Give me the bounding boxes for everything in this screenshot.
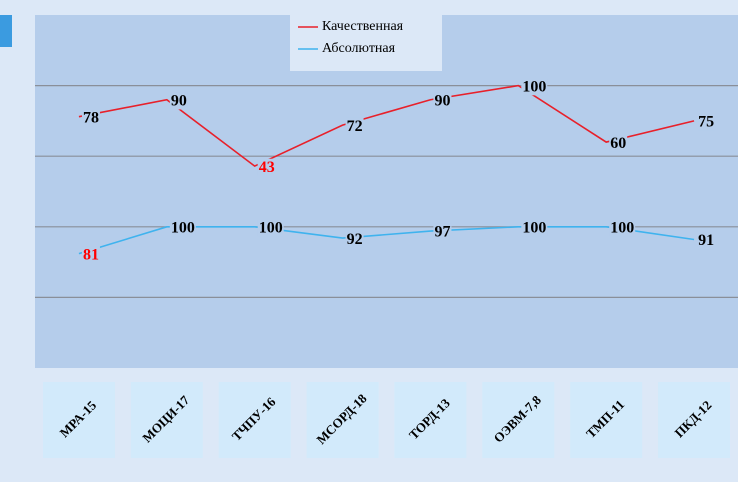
data-label-bg [433, 223, 452, 241]
data-label: 100 [610, 219, 634, 236]
data-label: 100 [171, 219, 195, 236]
category-box [130, 382, 203, 458]
plot-area [35, 15, 738, 368]
data-label: 75 [698, 114, 714, 131]
category-box [482, 382, 555, 458]
data-label: 100 [522, 219, 546, 236]
legend-label: Абсолютная [322, 41, 396, 56]
data-label-bg [81, 246, 100, 264]
side-tab [0, 15, 12, 47]
data-label-bg [345, 230, 364, 248]
data-label-bg [433, 92, 452, 110]
data-label-bg [521, 219, 548, 237]
data-label: 97 [434, 224, 450, 241]
data-label: 91 [698, 232, 714, 249]
data-label-bg [697, 232, 716, 250]
data-label-bg [169, 219, 196, 237]
category-box [570, 382, 643, 458]
data-label: 90 [434, 92, 450, 109]
data-label-bg [521, 78, 548, 96]
data-label-bg [81, 109, 100, 127]
category-box [394, 382, 467, 458]
data-label: 60 [610, 135, 626, 152]
data-label: 72 [347, 118, 363, 135]
category-box [218, 382, 291, 458]
data-label: 100 [259, 219, 283, 236]
data-label-bg [697, 113, 716, 131]
data-label-bg [257, 158, 276, 176]
series-line [78, 84, 695, 168]
data-label-bg [169, 92, 188, 110]
data-label-bg [609, 219, 636, 237]
category-box [306, 382, 379, 458]
data-label: 43 [259, 159, 275, 176]
category-box [658, 382, 731, 458]
data-label-bg [609, 134, 628, 152]
category-box [42, 382, 115, 458]
data-label: 81 [83, 246, 99, 263]
legend [290, 15, 442, 71]
data-label-bg [345, 117, 364, 135]
data-label: 92 [347, 231, 363, 248]
data-label-bg [257, 219, 284, 237]
data-label: 78 [83, 109, 99, 126]
data-label: 100 [522, 78, 546, 95]
data-label: 90 [171, 92, 187, 109]
legend-label: Качественная [322, 19, 404, 34]
